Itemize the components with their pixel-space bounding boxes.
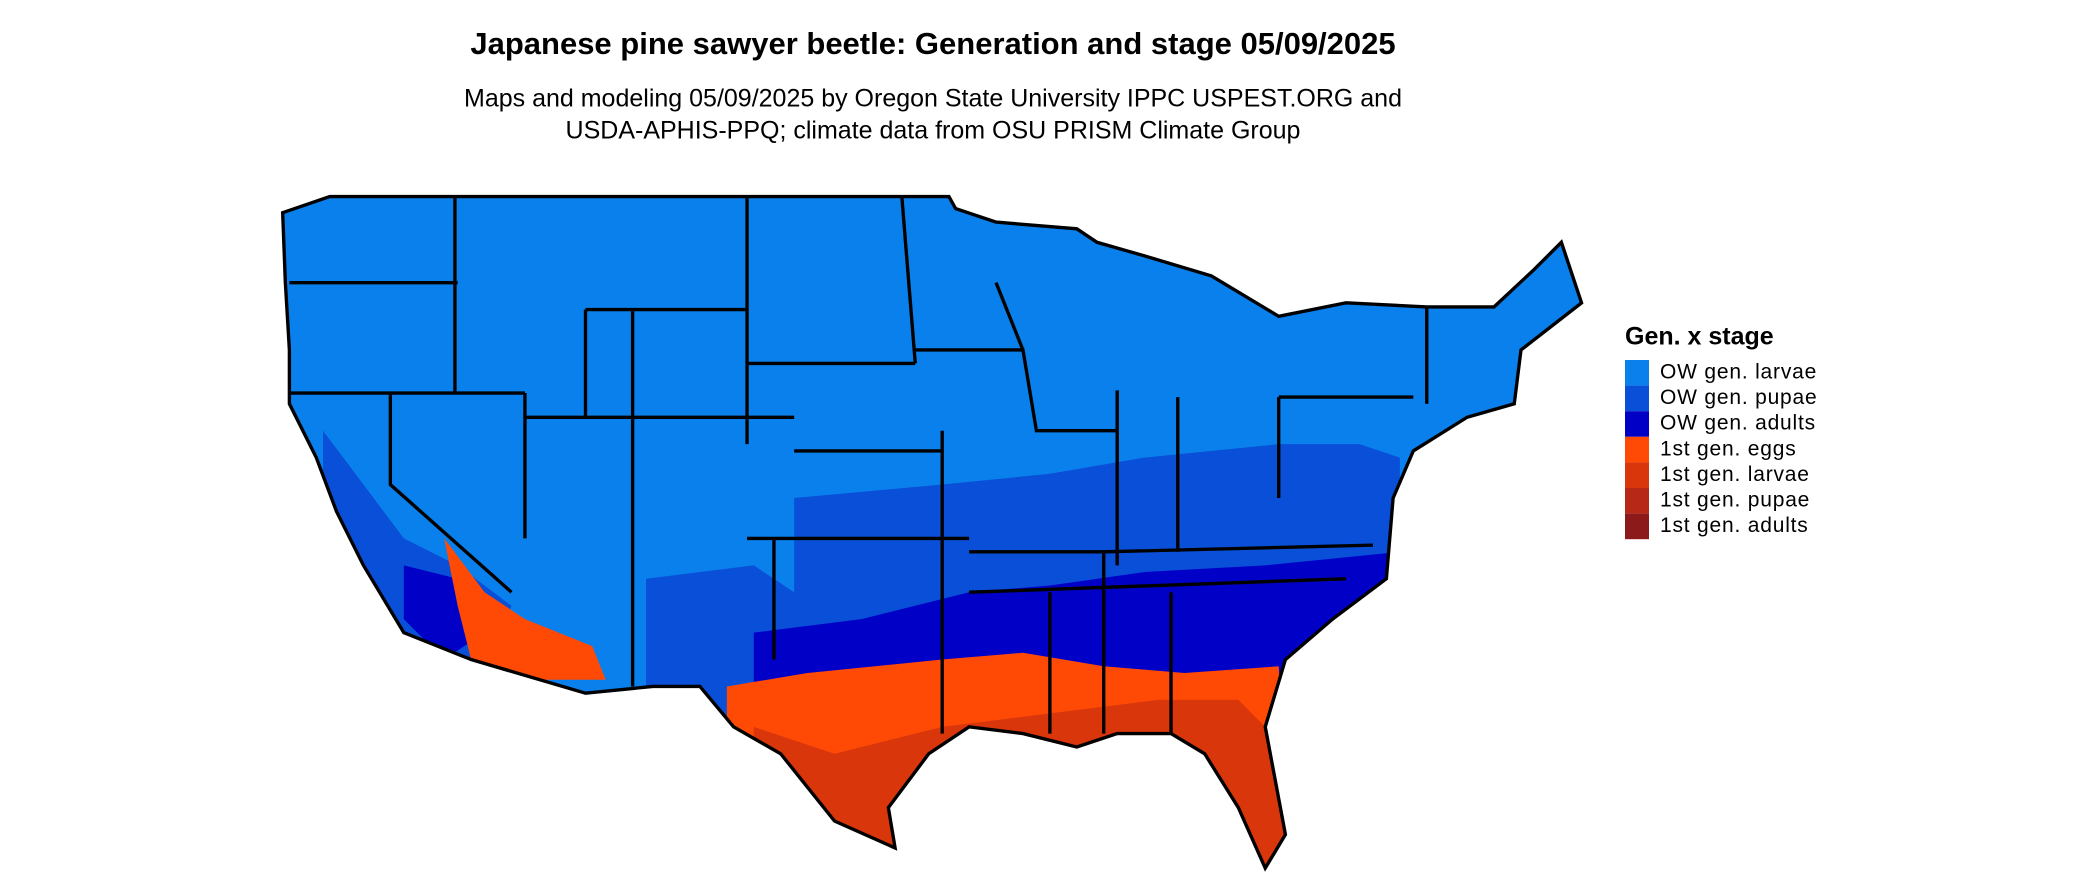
legend-label: OW gen. adults [1660,412,1816,435]
map-subtitle: Maps and modeling 05/09/2025 by Oregon S… [464,85,1402,113]
legend-title: Gen. x stage [1625,323,1774,351]
legend-swatch [1625,513,1649,540]
legend-label: 1st gen. eggs [1660,437,1797,460]
map-subtitle: USDA-APHIS-PPQ; climate data from OSU PR… [566,117,1301,145]
legend-label: OW gen. pupae [1660,386,1818,409]
legend-swatch [1625,462,1649,488]
legend-label: 1st gen. larvae [1660,463,1810,486]
state-borders [280,194,1584,872]
legend-swatch [1625,385,1649,412]
legend-swatch [1625,360,1649,386]
legend-swatch [1625,411,1649,437]
legend-label: 1st gen. pupae [1660,489,1810,512]
legend-swatch [1625,488,1649,514]
legend-label: OW gen. larvae [1660,361,1817,384]
legend-swatch [1625,436,1649,463]
legend-label: 1st gen. adults [1660,514,1809,537]
map-title: Japanese pine sawyer beetle: Generation … [470,26,1395,61]
